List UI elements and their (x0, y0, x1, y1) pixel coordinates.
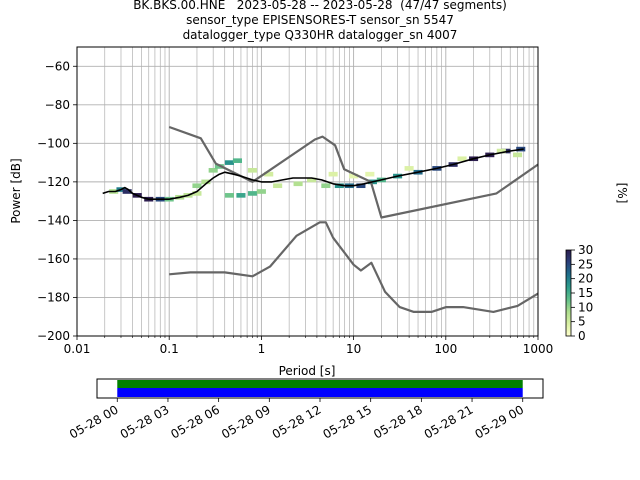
x-axis-ticks: 0.01 0.1 1 10 100 1000 (64, 336, 554, 356)
colorbar-tick-label: 0 (578, 329, 586, 343)
pdf-cell (334, 183, 344, 189)
colorbar-tick-label: 20 (578, 272, 593, 286)
pdf-cell (307, 177, 317, 183)
y-axis-ticks: −60 −80 −100 −120 −140 −160 −180 −200 (37, 59, 77, 343)
pdf-cell (192, 191, 202, 196)
coverage-tick-label: 05-28 15 (320, 402, 374, 441)
mode-line (102, 148, 524, 200)
pdf-cell (321, 183, 331, 189)
coverage-tick-label: 05-28 21 (422, 402, 476, 441)
pdf-cell (496, 148, 506, 154)
pdf-cell (236, 193, 246, 198)
y-tick-label: −140 (37, 213, 70, 227)
title-line-2: sensor_type EPISENSORES-T sensor_sn 5547 (186, 13, 454, 27)
y-tick-label: −80 (45, 98, 70, 112)
colorbar-tick-label: 30 (578, 243, 593, 257)
pdf-cell (349, 173, 359, 179)
colorbar-tick-label: 5 (578, 315, 586, 329)
title-line-1: BK.BKS.00.HNE 2023-05-28 -- 2023-05-28 (… (133, 0, 507, 12)
colorbar-scale (565, 249, 572, 337)
x-tick-label: 1000 (523, 342, 554, 356)
ppsd-plot: 0.01 0.1 1 10 100 1000 −60 −80 −100 −120 −140 −160… (9, 46, 554, 378)
low-noise-model-line (169, 221, 539, 313)
pdf-cell (224, 193, 234, 198)
coverage-tick-label: 05-28 09 (219, 402, 273, 441)
plot-frame (76, 46, 539, 337)
pdf-cell (208, 167, 218, 173)
x-axis-label: Period [s] (279, 364, 336, 378)
colorbar-tick-label: 15 (578, 286, 593, 300)
pdf-cell (273, 183, 283, 189)
coverage-bar-bottom (117, 388, 523, 397)
pdf-cell (122, 189, 132, 194)
noise-models (168, 125, 539, 313)
pdf-cell (192, 183, 202, 189)
pdf-cell (201, 179, 211, 185)
plot-grid (76, 47, 538, 337)
pdf-cell (232, 158, 242, 163)
coverage-tick-label: 05-28 06 (168, 402, 222, 441)
y-tick-label: −200 (37, 329, 70, 343)
pdf-cell (293, 181, 303, 187)
x-tick-label: 0.01 (64, 342, 91, 356)
colorbar-tick-label: 25 (578, 257, 593, 271)
pdf-cell (224, 160, 234, 165)
coverage-bar-top (117, 380, 523, 388)
x-tick-label: 1 (258, 342, 266, 356)
y-tick-label: −60 (45, 59, 70, 73)
y-tick-label: −120 (37, 175, 70, 189)
x-tick-label: 0.1 (160, 342, 179, 356)
colorbar-label: [%] (615, 183, 629, 204)
coverage-bars (117, 380, 523, 397)
high-noise-model-line (168, 125, 539, 219)
coverage-tick-label: 05-29 00 (473, 402, 527, 441)
pdf-cell (513, 152, 523, 158)
mode-polyline (102, 148, 524, 200)
pdf-cell (247, 191, 258, 196)
pdf-cell (365, 171, 375, 177)
pdf-cell (256, 189, 266, 194)
y-tick-label: −160 (37, 252, 70, 266)
pdf-cell (264, 171, 274, 177)
pdf-cell (328, 171, 338, 177)
pdf-cell (247, 167, 258, 173)
y-tick-label: −180 (37, 290, 70, 304)
coverage-tick-label: 05-28 18 (371, 402, 425, 441)
pdf-cell (457, 156, 467, 162)
colorbar-tick-label: 10 (578, 300, 593, 314)
pdf-cell (356, 183, 366, 189)
coverage-tick-label: 05-28 00 (67, 402, 121, 441)
y-axis-label: Power [dB] (9, 158, 23, 223)
title-line-3: datalogger_type Q330HR datalogger_sn 400… (182, 28, 458, 42)
x-tick-label: 10 (346, 342, 361, 356)
x-tick-label: 100 (434, 342, 457, 356)
coverage-tick-label: 05-28 03 (118, 402, 172, 441)
y-tick-label: −100 (37, 136, 70, 150)
coverage-tick-label: 05-28 12 (270, 402, 324, 441)
pdf-cell (404, 166, 414, 171)
